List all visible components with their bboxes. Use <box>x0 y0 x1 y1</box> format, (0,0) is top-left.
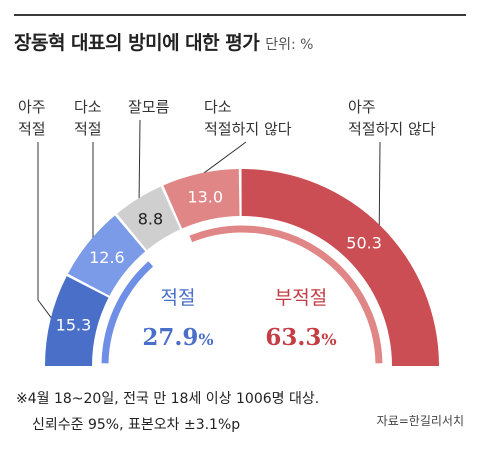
slice-value-label: 50.3 <box>346 234 382 253</box>
slice-value-label: 13.0 <box>187 187 223 206</box>
category-label-line: 적절하지 않다 <box>204 120 292 138</box>
category-label-very-appropriate: 아주 적절 <box>18 96 46 140</box>
source-label: 자료=한길리서치 <box>376 414 464 428</box>
unit-label: 단위: % <box>265 37 314 53</box>
category-label-line: 적절하지 않다 <box>348 120 436 138</box>
category-label-line: 적절 <box>74 120 102 138</box>
category-label-line: 적절 <box>18 120 46 138</box>
slice-unknown <box>117 186 181 251</box>
leader-line <box>200 141 247 176</box>
category-label-somewhat-appropriate: 다소 적절 <box>74 96 102 140</box>
title-rule <box>14 14 466 16</box>
category-label-unknown: 잘모름 <box>128 96 169 118</box>
category-label-line: 아주 <box>18 98 46 116</box>
group-arc <box>101 261 154 364</box>
footnote: ※4월 18~20일, 전국 만 18세 이상 1006명 대상. 신뢰수준 9… <box>16 386 319 438</box>
footnote-line-2: 신뢰수준 95%, 표본오차 ±3.1%p <box>32 417 241 433</box>
slice-very-inappropriate <box>241 169 439 366</box>
category-label-line: 아주 <box>348 98 376 116</box>
group-value: 27.9% <box>142 324 213 351</box>
chart-title-block: 장동혁 대표의 방미에 대한 평가 단위: % <box>14 28 313 55</box>
slice-somewhat-appropriate <box>67 215 146 296</box>
slice-value-label: 15.3 <box>56 316 92 335</box>
group-label: 부적절 <box>275 287 327 309</box>
group-labels: 적절 27.9% 부적절 63.3% <box>142 287 336 351</box>
category-label-somewhat-inappropriate: 다소 적절하지 않다 <box>204 96 292 140</box>
slice-somewhat-inappropriate <box>163 169 240 229</box>
donut-slices <box>45 169 439 366</box>
chart-title: 장동혁 대표의 방미에 대한 평가 <box>14 32 260 54</box>
footnote-line-1: ※4월 18~20일, 전국 만 18세 이상 1006명 대상. <box>16 391 320 407</box>
slice-very-appropriate <box>45 276 109 366</box>
category-label-very-inappropriate: 아주 적절하지 않다 <box>348 96 436 140</box>
group-label: 적절 <box>161 287 196 309</box>
category-label-line: 다소 <box>74 98 102 116</box>
group-arcs <box>101 225 383 364</box>
leader-line <box>89 142 94 244</box>
category-label-line: 다소 <box>204 98 232 116</box>
slice-value-label: 12.6 <box>89 248 125 267</box>
leader-line <box>378 141 381 228</box>
group-value: 63.3% <box>265 324 336 351</box>
leader-line <box>37 142 54 320</box>
category-label-line: 잘모름 <box>128 98 170 116</box>
slice-value-labels: 15.3 12.6 8.8 13.0 50.3 <box>56 187 382 334</box>
leader-line <box>138 119 141 201</box>
group-arc <box>189 225 383 364</box>
slice-value-label: 8.8 <box>138 210 163 229</box>
